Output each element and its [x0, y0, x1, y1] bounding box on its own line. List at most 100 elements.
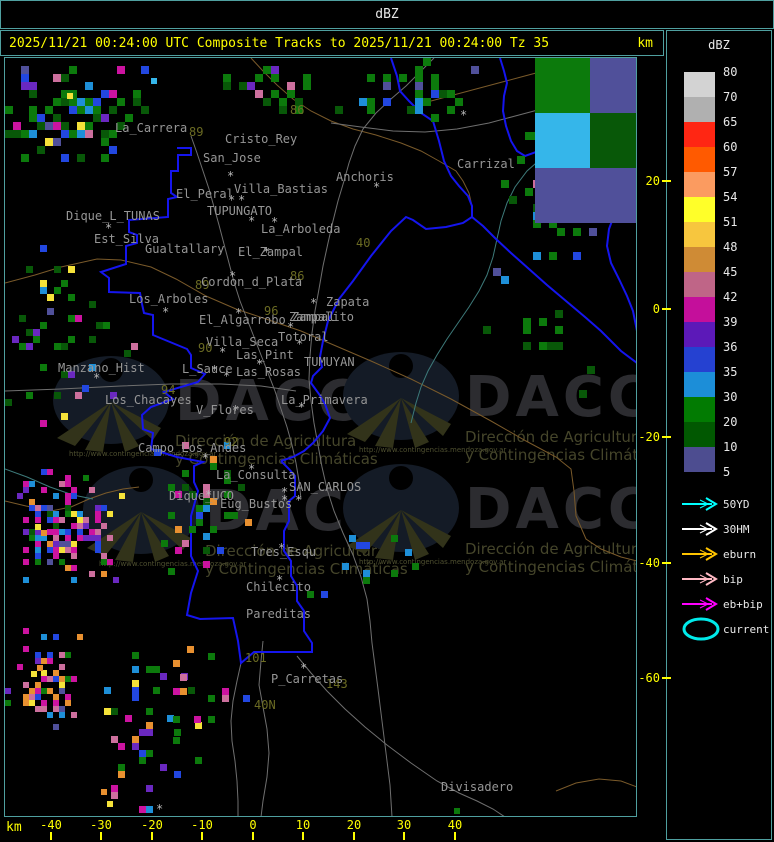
radar-echo-cell: [47, 712, 53, 718]
radar-echo-cell: [525, 188, 533, 196]
radar-echo-cell: [53, 493, 59, 499]
radar-echo-cell: [391, 570, 398, 577]
route-number-label: 143: [326, 677, 348, 691]
radar-echo-cell: [41, 469, 47, 475]
title-dbz: dBZ: [375, 7, 399, 22]
place-label: Los_Arboles: [129, 292, 208, 306]
radar-echo-cell: [89, 301, 96, 308]
radar-echo-cell: [132, 652, 139, 659]
radar-echo-cell: [208, 653, 215, 660]
site-marker: *: [202, 451, 209, 465]
radar-echo-cell: [35, 517, 41, 523]
radar-echo-cell: [189, 491, 196, 498]
route-number-label: 90: [198, 341, 212, 355]
place-label: La_Arboleda: [261, 222, 340, 236]
radar-echo-cell: [141, 106, 149, 114]
radar-echo-cell: [65, 511, 71, 517]
radar-echo-cell: [37, 122, 45, 130]
radar-echo-cell: [23, 682, 29, 688]
radar-echo-cell: [53, 138, 61, 146]
radar-echo-cell: [195, 722, 202, 729]
colorbar-label: 60: [723, 140, 738, 154]
radar-echo-cell: [47, 517, 53, 523]
radar-echo-cell: [431, 74, 439, 82]
radar-echo-cell: [29, 694, 35, 700]
radar-echo-cell: [203, 547, 210, 554]
radar-echo-cell: [93, 114, 101, 122]
radar-echo-cell: [61, 371, 68, 378]
radar-echo-cell: [65, 652, 71, 658]
radar-echo-cell: [405, 549, 412, 556]
radar-echo-cell: [5, 700, 11, 706]
radar-map: DACC http://www.contingencias.mendoza.gov…: [4, 57, 637, 817]
radar-echo-cell: [13, 130, 21, 138]
place-label: Zampalito: [289, 310, 354, 324]
colorbar-label: 80: [723, 65, 738, 79]
radar-echo-cell: [61, 122, 69, 130]
route-number-label: 96: [264, 304, 278, 318]
radar-echo-cell: [222, 688, 229, 695]
radar-echo-cell: [501, 180, 509, 188]
radar-echo-cell: [439, 90, 447, 98]
place-label: El_Algarrobo: [199, 313, 286, 327]
right-axis-tick: [662, 308, 671, 310]
radar-echo-cell: [33, 336, 40, 343]
radar-echo-cell: [196, 519, 203, 526]
radar-echo-cell: [89, 535, 95, 541]
dacc-watermark-url: http://www.contingencias.mendoza.gov.ar: [359, 558, 506, 566]
radar-echo-cell: [217, 547, 224, 554]
radar-echo-cell: [59, 517, 65, 523]
radar-echo-cell: [65, 676, 71, 682]
radar-echo-cell: [89, 487, 95, 493]
radar-echo-cell: [423, 98, 431, 106]
dacc-watermark: DACC http://www.contingencias.mendoza.gov…: [53, 356, 378, 468]
site-marker: *: [295, 493, 302, 507]
current-ellipse-icon: [682, 617, 720, 641]
radar-echo-cell: [26, 343, 33, 350]
radar-echo-cell: [47, 652, 53, 658]
radar-echo-cell: [71, 547, 77, 553]
radar-echo-cell: [133, 90, 141, 98]
site-marker: *: [227, 169, 234, 183]
radar-echo-cell: [53, 122, 61, 130]
info-bar: 2025/11/21 00:24:00 UTC Composite Tracks…: [0, 30, 664, 56]
radar-echo-cell: [59, 547, 65, 553]
radar-echo-cell: [131, 343, 138, 350]
radar-echo-cell: [111, 785, 118, 792]
radar-echo-cell: [101, 114, 109, 122]
radar-echo-cell: [95, 547, 101, 553]
colorbar-label: 45: [723, 265, 738, 279]
site-marker: *: [256, 357, 263, 371]
radar-echo-cell: [23, 529, 29, 535]
radar-echo-cell: [589, 228, 597, 236]
radar-echo-cell: [415, 66, 423, 74]
radar-echo-cell: [113, 577, 119, 583]
radar-echo-cell: [59, 712, 65, 718]
place-label: Eug_Bustos: [220, 497, 292, 511]
radar-echo-cell: [21, 82, 29, 90]
radar-echo-cell: [23, 646, 29, 652]
radar-echo-cell: [17, 493, 23, 499]
place-label: Dique_L_TUNAS: [66, 209, 160, 223]
radar-echo-cell: [203, 491, 210, 498]
radar-echo-cell: [175, 526, 182, 533]
radar-echo-cell: [238, 484, 245, 491]
radar-echo-cell: [47, 559, 53, 565]
radar-echo-cell: [210, 456, 217, 463]
colorbar-swatch: [684, 297, 715, 322]
radar-echo-cell: [65, 700, 71, 706]
radar-echo-cell: [23, 547, 29, 553]
route-number-label: 40N: [254, 698, 276, 712]
radar-echo-cell: [35, 529, 41, 535]
radar-echo-cell: [523, 342, 531, 350]
radar-echo-cell: [590, 58, 636, 113]
dacc-eagle-logo-icon: [53, 356, 169, 452]
radar-echo-cell: [61, 343, 68, 350]
bottom-axis-tick: [151, 832, 153, 840]
right-axis-tick: [662, 562, 671, 564]
radar-echo-cell: [279, 98, 287, 106]
radar-echo-cell: [71, 541, 77, 547]
place-label: Chilecito: [246, 580, 311, 594]
radar-echo-cell: [77, 535, 83, 541]
radar-echo-cell: [95, 529, 101, 535]
